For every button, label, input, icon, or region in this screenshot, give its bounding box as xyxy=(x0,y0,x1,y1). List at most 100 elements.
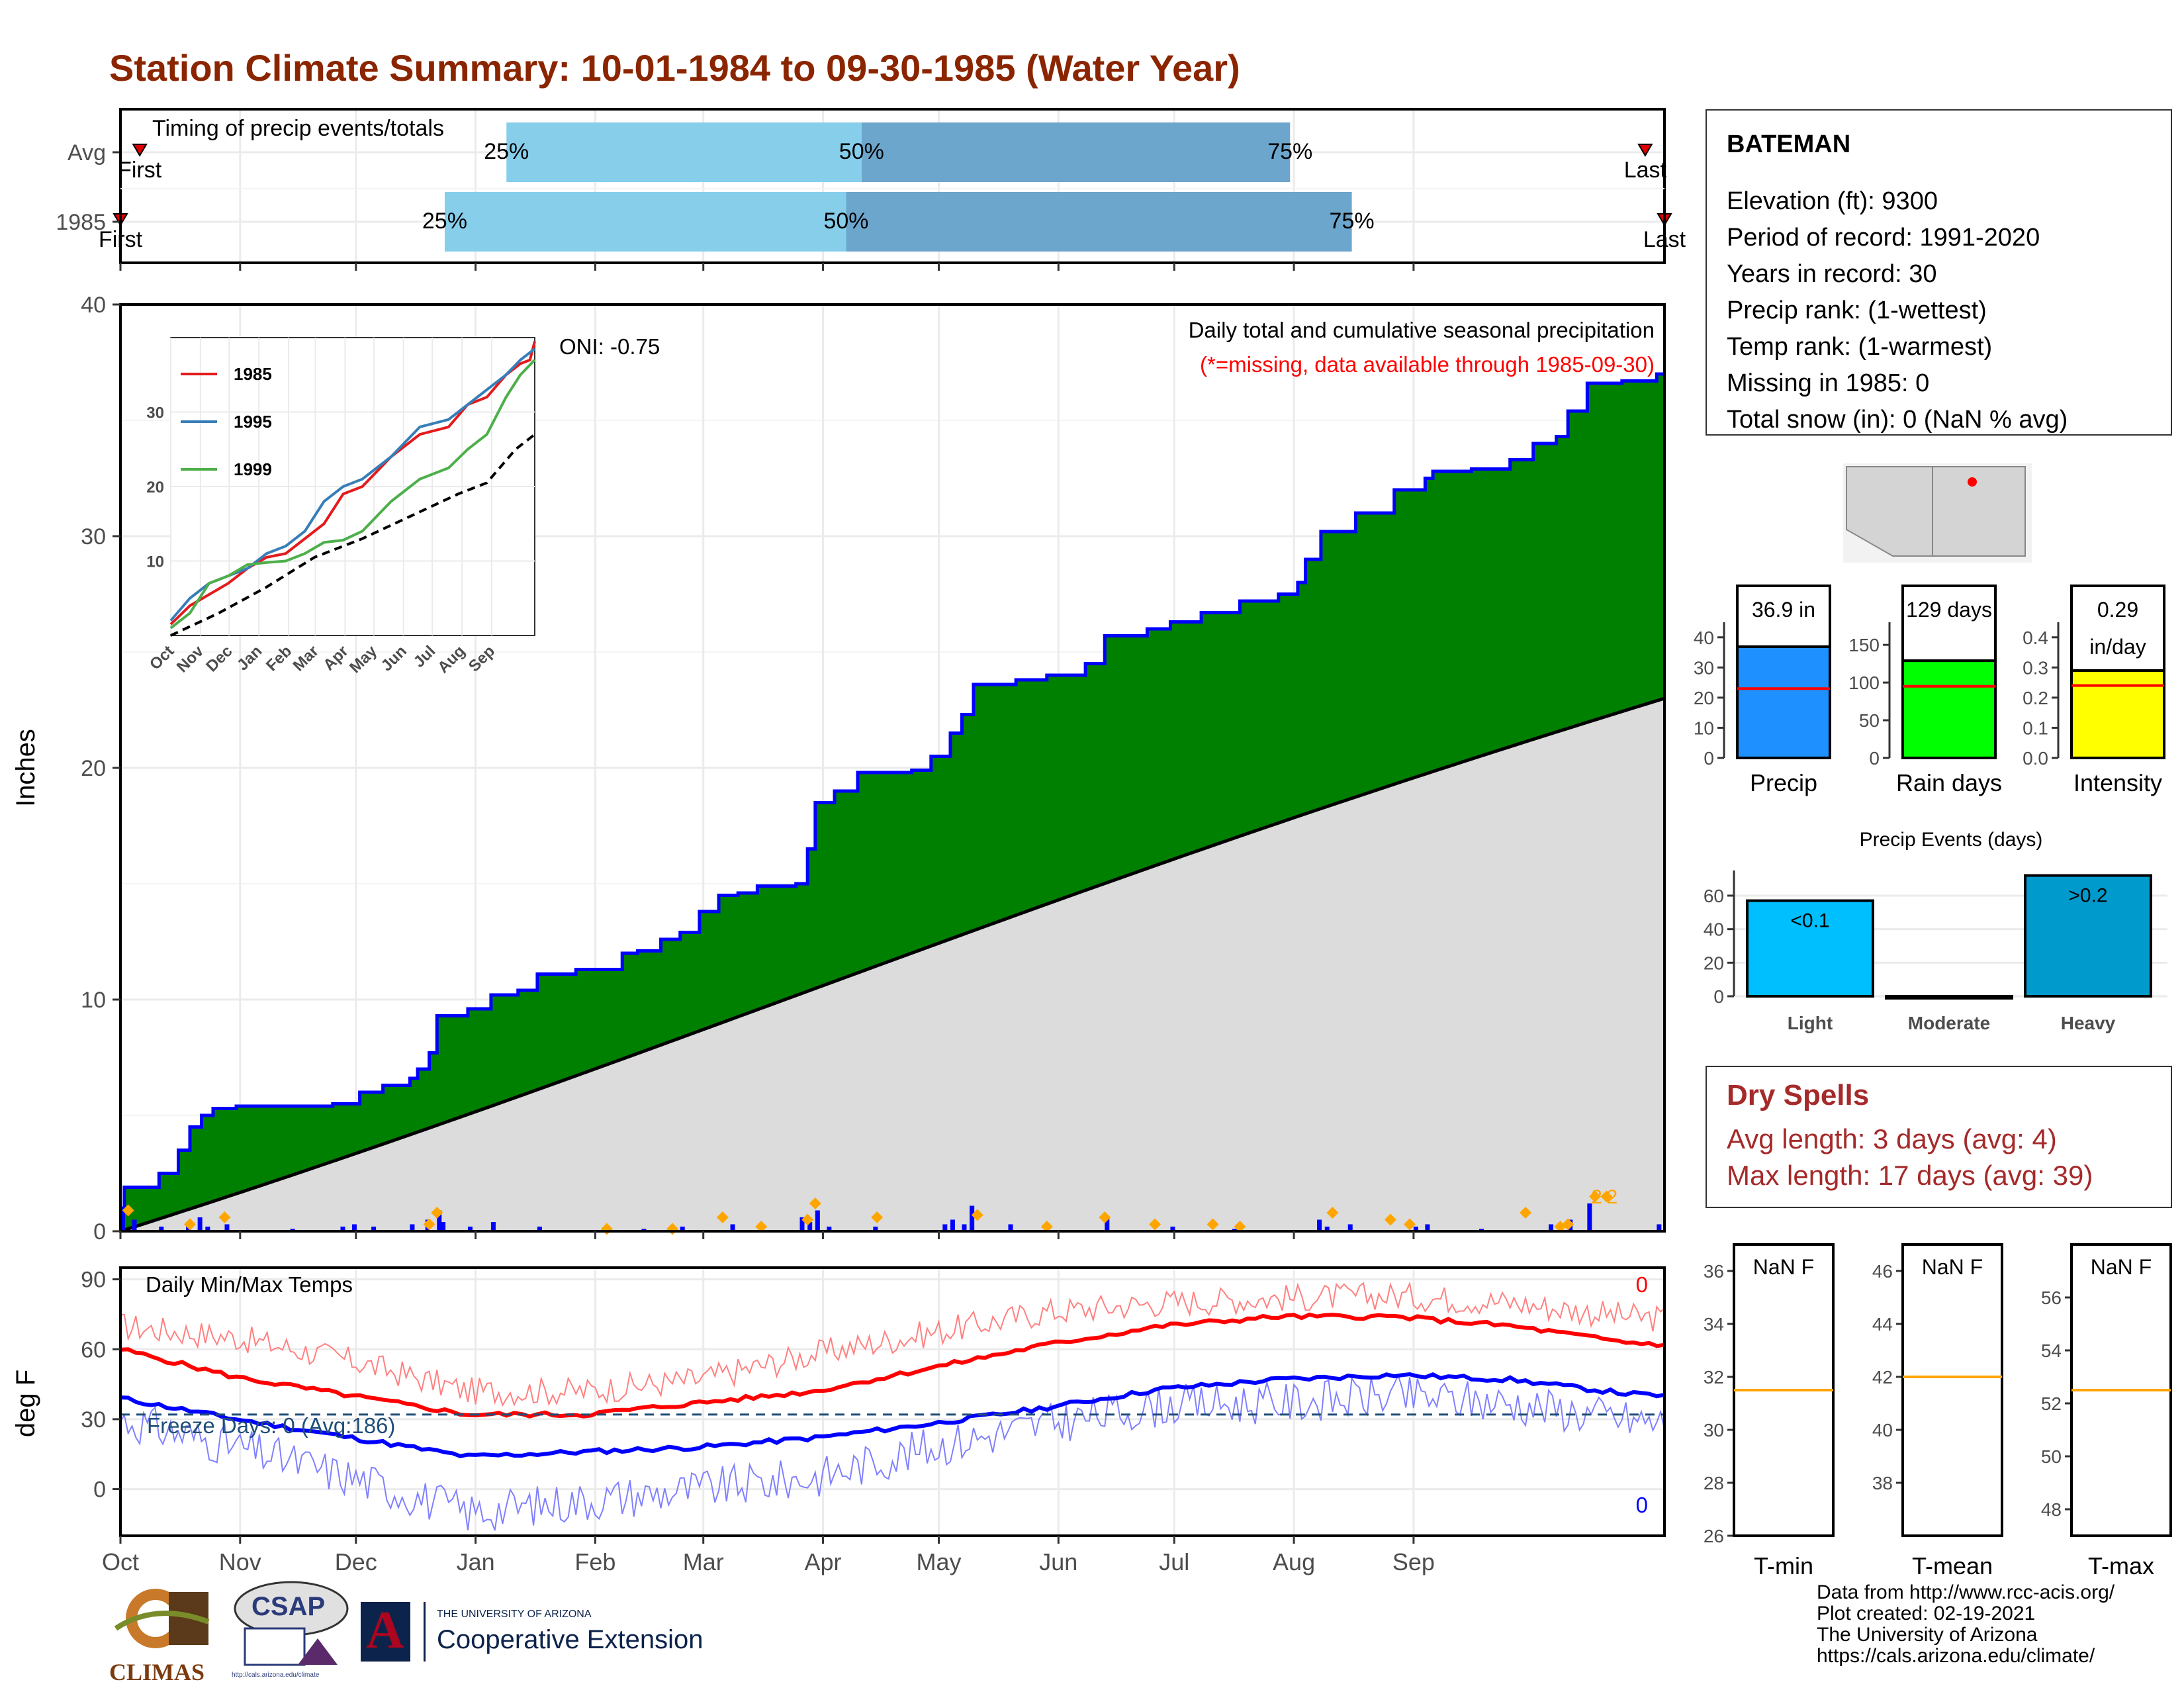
temp-box-y-tick-label: 40 xyxy=(1872,1420,1893,1440)
observed-tmin-line xyxy=(120,1373,1665,1531)
small-bar-y-tick-label: 0.3 xyxy=(2023,657,2048,678)
temp-box-value: NaN F xyxy=(2091,1255,2152,1279)
precip-event-marker-icon xyxy=(1384,1213,1396,1226)
inset-legend-label: 1985 xyxy=(234,364,272,384)
precip-y-axis-title: Inches xyxy=(11,729,40,807)
small-bar-value xyxy=(1901,659,1997,759)
month-tick-label: Dec xyxy=(335,1548,377,1575)
precip-y-tick-label: 20 xyxy=(81,756,106,781)
timing-p50-label: 50% xyxy=(823,209,868,234)
daily-precip-bar xyxy=(437,1210,442,1231)
daily-precip-bar xyxy=(132,1219,137,1231)
station-location-icon xyxy=(1968,477,1977,487)
average-tmax-line xyxy=(120,1312,1665,1419)
daily-precip-bar xyxy=(120,1210,125,1231)
precip-event-marker-icon xyxy=(431,1207,443,1219)
temp-y-tick-label: 30 xyxy=(81,1407,106,1432)
timing-bar-q2 xyxy=(861,122,1291,182)
temp-y-tick-label: 0 xyxy=(93,1477,106,1503)
first-event-marker-icon xyxy=(132,144,148,157)
precip-chart-subtitle: (*=missing, data available through 1985-… xyxy=(1200,352,1655,377)
small-bar-label-box xyxy=(2070,585,2165,672)
intensity-bar-chart: 0.0 0.1 0.2 0.3 0.4 0.29 in/day Intensity xyxy=(2023,585,2165,796)
small-bar-y-tick-label: 50 xyxy=(1859,710,1880,731)
daily-precip-bar xyxy=(371,1227,377,1231)
month-tick-label: Sep xyxy=(1392,1548,1435,1575)
temp-box-label: T-min xyxy=(1754,1552,1813,1579)
small-bar-y-tick-label: 0 xyxy=(1704,748,1714,769)
daily-precip-bar xyxy=(1587,1203,1592,1231)
precip-event-marker-icon xyxy=(755,1221,768,1233)
small-bar-value-label-2: in/day xyxy=(2089,635,2146,659)
precip-event-marker-icon xyxy=(809,1197,821,1209)
daily-precip-bar xyxy=(224,1224,230,1231)
month-tick-label: Nov xyxy=(219,1548,261,1575)
daily-precip-bar xyxy=(1008,1224,1013,1231)
ua-divider xyxy=(424,1602,426,1662)
precip-event-marker-icon xyxy=(1404,1218,1416,1231)
timing-last-label: Last xyxy=(1624,158,1667,183)
temp-box-t-min: 26 28 30 32 34 36 NaN F T-min xyxy=(1704,1243,1835,1579)
precip-event-marker-icon xyxy=(423,1218,435,1231)
temp-panel-border xyxy=(119,1266,1666,1537)
station-period: Period of record: 1991-2020 xyxy=(1727,224,2040,252)
daily-precip-bar xyxy=(410,1224,415,1231)
events-bar xyxy=(1885,995,2013,1000)
inset-legend-label: 1999 xyxy=(234,459,272,479)
events-y-tick-label: 0 xyxy=(1713,986,1724,1007)
dry-spells-max: Max length: 17 days (avg: 39) xyxy=(1727,1160,2093,1191)
events-bar xyxy=(1746,899,1874,998)
observed-tmax-line xyxy=(120,1281,1665,1407)
month-tick-label: Jan xyxy=(457,1548,495,1575)
ua-a-icon xyxy=(361,1602,410,1662)
daily-precip-bar xyxy=(680,1227,685,1231)
daily-precip-bar xyxy=(1317,1219,1322,1231)
dry-spells-box: Dry Spells Avg length: 3 days (avg: 4) M… xyxy=(1706,1066,2172,1208)
temp-box-frame xyxy=(1901,1243,2003,1537)
temp-box-value: NaN F xyxy=(1922,1255,1983,1279)
footer-line-created: Plot created: 02-19-2021 xyxy=(1817,1603,2036,1624)
small-bar-y-tick-label: 0.0 xyxy=(2023,748,2048,769)
timing-p25-label: 25% xyxy=(484,139,529,164)
temp-box-label: T-mean xyxy=(1912,1552,1993,1579)
small-bar-y-tick-label: 0.4 xyxy=(2023,628,2048,648)
station-details: Elevation (ft): 9300 Period of record: 1… xyxy=(1727,183,2068,438)
precip-event-marker-icon xyxy=(1562,1218,1574,1231)
small-bar-category-label: Precip xyxy=(1750,769,1817,796)
precip-event-marker-icon xyxy=(1149,1218,1161,1231)
precip-event-marker-icon xyxy=(1520,1207,1532,1219)
small-bar-y-tick-label: 40 xyxy=(1694,628,1714,648)
temp-box-y-tick-label: 44 xyxy=(1872,1314,1893,1335)
month-tick-label: May xyxy=(916,1548,961,1575)
events-bar-label: <0.1 xyxy=(1790,910,1829,932)
temp-box-y-tick-label: 52 xyxy=(2041,1393,2062,1414)
small-bar-label-box xyxy=(1901,585,1997,663)
csap-url: http://cals.arizona.edu/climate xyxy=(232,1671,320,1679)
small-bar-y-tick-label: 0.2 xyxy=(2023,688,2048,708)
timing-bar-q1 xyxy=(444,192,846,252)
inset-y-tick-label: 10 xyxy=(146,553,164,571)
daily-precip-bar xyxy=(970,1205,975,1231)
daily-precip-bar xyxy=(1105,1217,1110,1231)
temp-box-y-tick-label: 38 xyxy=(1872,1473,1893,1493)
events-category-label: Light xyxy=(1788,1013,1833,1033)
daily-precip-bar xyxy=(490,1222,496,1231)
month-tick-label: Jun xyxy=(1039,1548,1077,1575)
tmin-count-label: 0 xyxy=(1636,1493,1648,1517)
daily-precip-bar xyxy=(197,1217,203,1231)
daily-precip-bar xyxy=(962,1224,967,1231)
daily-precip-bar xyxy=(1170,1227,1175,1231)
climas-logo: CLIMAS xyxy=(109,1582,215,1685)
small-bar-y-tick-label: 30 xyxy=(1694,657,1714,678)
month-tick-label: Oct xyxy=(102,1548,139,1575)
csap-wordmark: CSAP xyxy=(251,1592,326,1621)
daily-precip-bar xyxy=(1413,1227,1418,1231)
precip-event-marker-icon xyxy=(971,1209,983,1221)
inset-average-line xyxy=(170,433,536,637)
events-bar xyxy=(2024,874,2152,998)
daily-precip-bar xyxy=(873,1227,878,1231)
csap-logo: CSAP http://cals.arizona.edu/climate xyxy=(232,1579,351,1685)
precip-y-tick-label: 40 xyxy=(81,293,106,318)
precip-bar-label: 2 xyxy=(1591,1186,1602,1208)
station-precip-rank: Precip rank: (1-wettest) xyxy=(1727,297,1987,324)
